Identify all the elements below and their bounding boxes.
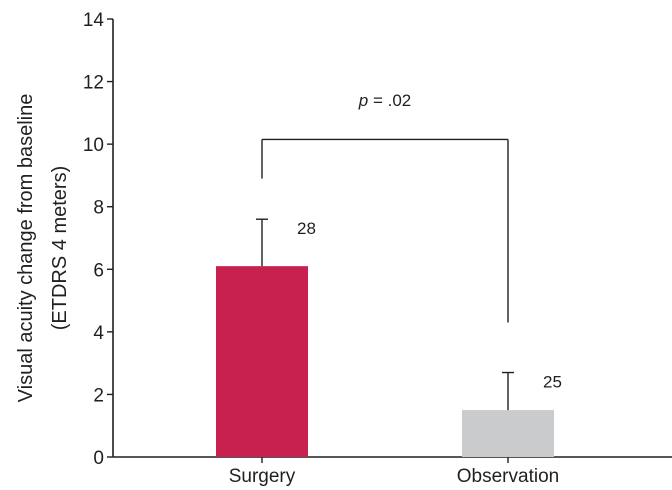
y-tick-label: 4: [93, 323, 104, 344]
y-axis-label-line1: Visual acuity change from baseline: [15, 94, 37, 403]
y-tick-label: 2: [93, 385, 104, 406]
x-tick-label: Observation: [457, 466, 559, 487]
bars: [216, 266, 554, 457]
p-value-symbol: p: [358, 91, 368, 110]
y-tick-label: 6: [93, 260, 104, 281]
sample-size-label: 28: [297, 219, 316, 238]
axes: 0 2 4 6 8 10 12 14 Surgery Observation: [83, 10, 672, 487]
annotations: 28 25 p = .02: [261, 91, 562, 392]
error-bars: [256, 218, 514, 411]
y-tick-label: 14: [83, 10, 105, 31]
y-tick-label: 0: [93, 448, 104, 469]
y-axis-label-line2: (ETDRS 4 meters): [49, 166, 71, 330]
p-value-label: p = .02: [358, 91, 411, 110]
p-value-number: = .02: [368, 91, 411, 110]
sample-size-label: 25: [543, 373, 562, 392]
y-tick-label: 10: [83, 135, 104, 156]
bar-observation: [462, 410, 554, 457]
y-tick-label: 8: [93, 198, 104, 219]
bar-surgery: [216, 266, 308, 457]
x-tick-label: Surgery: [229, 466, 296, 487]
y-tick-label: 12: [83, 73, 104, 94]
